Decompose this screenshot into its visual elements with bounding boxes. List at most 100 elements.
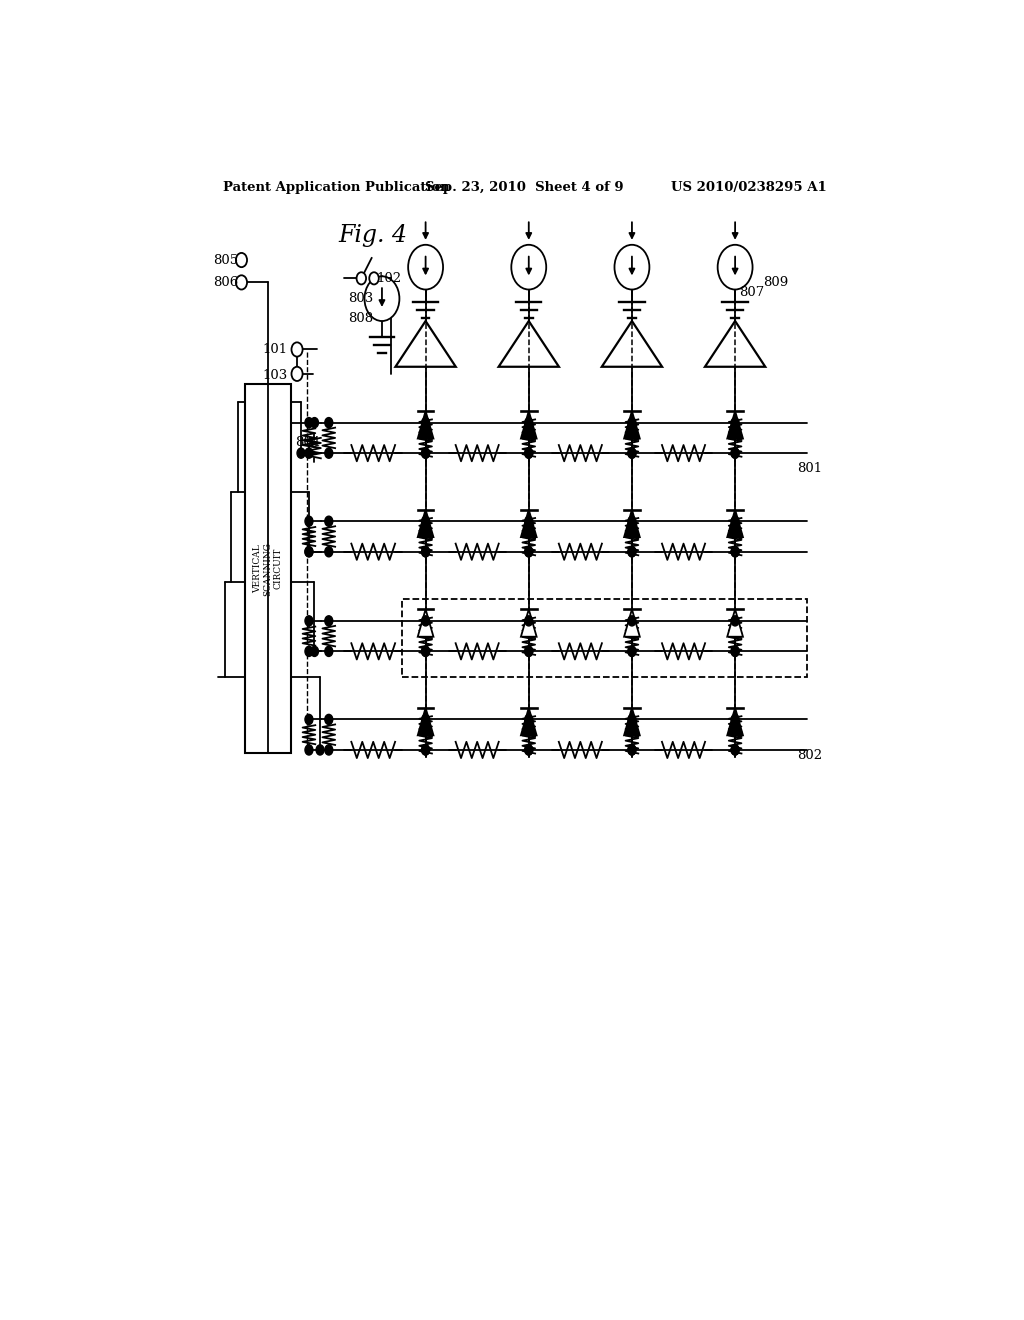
Circle shape	[325, 516, 333, 527]
Polygon shape	[521, 708, 537, 735]
Circle shape	[310, 647, 318, 656]
Circle shape	[731, 516, 739, 527]
Circle shape	[305, 447, 313, 458]
Circle shape	[325, 744, 333, 755]
Circle shape	[718, 244, 753, 289]
Circle shape	[422, 647, 430, 656]
Text: 802: 802	[797, 748, 822, 762]
Circle shape	[525, 546, 532, 557]
Polygon shape	[521, 610, 537, 636]
Circle shape	[305, 647, 313, 656]
Circle shape	[628, 647, 636, 656]
Circle shape	[731, 447, 739, 458]
Circle shape	[325, 546, 333, 557]
Polygon shape	[624, 411, 640, 438]
Polygon shape	[727, 610, 743, 636]
Circle shape	[628, 447, 636, 458]
Circle shape	[305, 516, 313, 527]
Circle shape	[628, 744, 636, 755]
Text: 803: 803	[348, 292, 374, 305]
Text: 804: 804	[295, 437, 319, 450]
Circle shape	[305, 744, 313, 755]
Circle shape	[525, 714, 532, 725]
Text: VERTICAL
SCANNING
CIRCUIT: VERTICAL SCANNING CIRCUIT	[253, 541, 283, 595]
Circle shape	[422, 744, 430, 755]
Circle shape	[422, 417, 430, 428]
Circle shape	[236, 253, 247, 267]
Circle shape	[628, 744, 636, 755]
Circle shape	[511, 244, 546, 289]
Text: 103: 103	[263, 370, 288, 383]
Circle shape	[731, 744, 739, 755]
Text: 805: 805	[213, 253, 238, 267]
Text: 808: 808	[348, 313, 374, 326]
Polygon shape	[521, 510, 537, 537]
Circle shape	[731, 714, 739, 725]
Circle shape	[731, 546, 739, 557]
Circle shape	[422, 447, 430, 458]
Circle shape	[525, 417, 532, 428]
Circle shape	[422, 546, 430, 557]
Circle shape	[297, 447, 305, 458]
Polygon shape	[624, 510, 640, 537]
Circle shape	[305, 714, 313, 725]
Circle shape	[525, 615, 532, 626]
Circle shape	[325, 447, 333, 458]
Circle shape	[731, 447, 739, 458]
Polygon shape	[727, 708, 743, 735]
Polygon shape	[521, 411, 537, 438]
Text: Fig. 4: Fig. 4	[338, 224, 408, 247]
Polygon shape	[727, 510, 743, 537]
Circle shape	[628, 417, 636, 428]
Circle shape	[305, 546, 313, 557]
Text: Sep. 23, 2010  Sheet 4 of 9: Sep. 23, 2010 Sheet 4 of 9	[426, 181, 624, 194]
Circle shape	[628, 714, 636, 725]
Circle shape	[325, 647, 333, 656]
Circle shape	[422, 516, 430, 527]
Circle shape	[628, 647, 636, 656]
Circle shape	[525, 744, 532, 755]
Circle shape	[525, 516, 532, 527]
Text: Patent Application Publication: Patent Application Publication	[223, 181, 450, 194]
Circle shape	[422, 447, 430, 458]
Circle shape	[305, 417, 313, 428]
Circle shape	[731, 647, 739, 656]
Circle shape	[409, 244, 443, 289]
Polygon shape	[418, 510, 433, 537]
Circle shape	[731, 647, 739, 656]
Polygon shape	[418, 411, 433, 438]
Circle shape	[370, 272, 379, 284]
Circle shape	[422, 647, 430, 656]
Circle shape	[525, 647, 532, 656]
Circle shape	[614, 244, 649, 289]
Circle shape	[236, 276, 247, 289]
Circle shape	[628, 615, 636, 626]
Circle shape	[731, 546, 739, 557]
Polygon shape	[624, 610, 640, 636]
Circle shape	[525, 744, 532, 755]
Text: 807: 807	[739, 286, 764, 300]
Circle shape	[422, 546, 430, 557]
Circle shape	[525, 447, 532, 458]
Circle shape	[525, 546, 532, 557]
Bar	[246, 384, 291, 752]
Polygon shape	[727, 411, 743, 438]
Circle shape	[731, 744, 739, 755]
Circle shape	[310, 417, 318, 428]
Circle shape	[325, 615, 333, 626]
Circle shape	[628, 546, 636, 557]
Circle shape	[731, 417, 739, 428]
Circle shape	[365, 276, 399, 321]
Circle shape	[356, 272, 367, 284]
Circle shape	[731, 615, 739, 626]
Polygon shape	[624, 708, 640, 735]
Circle shape	[628, 447, 636, 458]
Circle shape	[525, 447, 532, 458]
Polygon shape	[418, 708, 433, 735]
Circle shape	[628, 516, 636, 527]
Bar	[401, 598, 807, 677]
Circle shape	[325, 714, 333, 725]
Circle shape	[292, 342, 303, 356]
Circle shape	[316, 744, 324, 755]
Polygon shape	[418, 610, 433, 636]
